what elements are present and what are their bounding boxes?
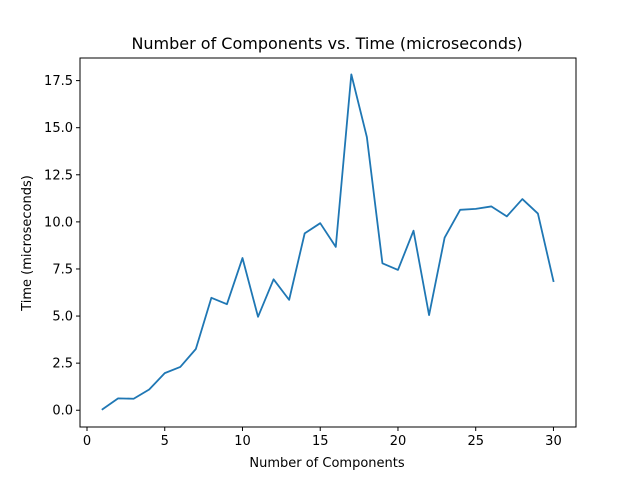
plot-area [79, 57, 577, 428]
x-tick-label: 0 [83, 434, 91, 449]
y-tick-label: 2.5 [52, 357, 73, 372]
x-axis-title: Number of Components [249, 456, 404, 471]
x-tick-label: 15 [312, 434, 329, 449]
x-axis-ticks: 0 5 10 15 20 25 30 [83, 427, 562, 449]
y-tick-label: 0.0 [52, 404, 73, 419]
y-tick-label: 7.5 [52, 262, 73, 277]
x-tick-label: 5 [161, 434, 169, 449]
x-tick-label: 10 [234, 434, 251, 449]
series-line-0 [101, 73, 555, 411]
x-tick-label: 20 [390, 434, 407, 449]
y-tick-label: 5.0 [52, 310, 73, 325]
chart-title: Number of Components vs. Time (microseco… [131, 34, 522, 53]
y-tick-label: 17.5 [44, 74, 73, 89]
x-tick-label: 25 [467, 434, 484, 449]
y-tick-label: 10.0 [44, 215, 73, 230]
axes-frame [79, 57, 577, 428]
y-tick-label: 15.0 [44, 121, 73, 136]
y-axis-title: Time (microseconds) [20, 175, 35, 312]
x-tick-label: 30 [545, 434, 562, 449]
y-axis-ticks: 0.0 2.5 5.0 7.5 10.0 12.5 15.0 17.5 [44, 74, 80, 419]
y-tick-label: 12.5 [44, 168, 73, 183]
